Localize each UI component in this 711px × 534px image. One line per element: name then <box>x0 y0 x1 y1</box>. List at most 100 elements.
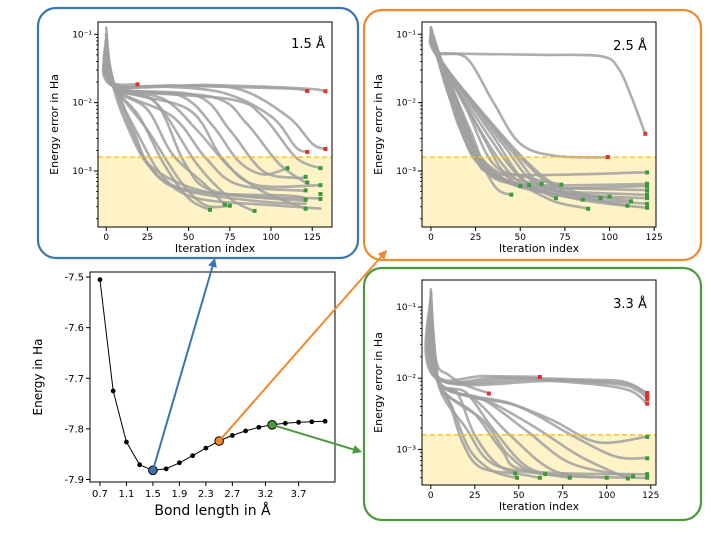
inset-axes-frame <box>421 21 657 228</box>
trace-end-marker <box>645 184 650 189</box>
trace-end-marker <box>305 88 310 93</box>
trace-end-marker <box>515 475 520 480</box>
inset-y-tick-label: 10⁻² <box>396 99 416 109</box>
inset-axes-frame <box>97 21 333 228</box>
energy-point <box>229 433 235 438</box>
inset-x-tick-label: 25 <box>142 233 153 243</box>
main-y-tick-label: -7.6 <box>64 323 84 334</box>
energy-point <box>322 418 328 424</box>
inset-y-tick-label: 10⁻¹ <box>396 30 416 40</box>
main-x-tick-label: 1.9 <box>171 489 187 500</box>
connector-arrow-line <box>271 423 354 451</box>
connector-arrow-line <box>218 256 382 442</box>
trace-end-marker <box>303 197 308 202</box>
inset-x-tick-label: 50 <box>515 233 527 243</box>
inset-plot-1-5: 0 25 50 75 100 125 10⁻¹ 10⁻² 10⁻³ Iteration index… <box>48 21 333 255</box>
trace-end-marker <box>645 397 650 402</box>
trace-end-marker <box>537 375 542 380</box>
trace-end-marker <box>323 146 328 151</box>
trace-end-marker <box>305 180 310 185</box>
connector-arrowhead <box>352 445 362 454</box>
trace-end-marker <box>553 196 558 201</box>
inset-x-tick-label: 0 <box>103 233 109 243</box>
inset-axes-frame <box>421 279 657 486</box>
convergence-trace <box>424 291 649 406</box>
main-x-tick-label: 1.1 <box>118 489 134 500</box>
trace-end-marker <box>513 471 518 476</box>
convergence-trace <box>104 46 307 203</box>
inset-x-tick-label: 0 <box>428 233 434 243</box>
inset-y-tick-label: 10⁻¹ <box>72 30 92 40</box>
inset-frame-2-5 <box>362 8 703 262</box>
main-x-tick-label: 1.5 <box>145 489 161 500</box>
main-y-tick-label: -7.7 <box>64 374 84 385</box>
trace-end-marker <box>645 472 650 477</box>
trace-end-marker <box>643 131 648 136</box>
energy-point <box>176 460 182 466</box>
connector-arrowhead <box>208 258 217 268</box>
connector-arrows <box>151 250 387 471</box>
energy-point <box>137 462 143 468</box>
inset-x-tick-label: 125 <box>646 233 663 243</box>
trace-end-marker <box>318 196 323 201</box>
main-x-axis-label: Bond length in Å <box>154 502 271 519</box>
convergence-trace <box>427 291 649 460</box>
trace-end-marker <box>645 170 650 175</box>
trace-end-marker <box>227 203 232 208</box>
inset-x-axis-label: Iteration index <box>499 500 580 513</box>
inset-y-tick-label: 10⁻³ <box>72 167 92 177</box>
inset-x-tick-label: 25 <box>470 233 481 243</box>
inset-x-tick-label: 75 <box>557 491 568 501</box>
inset-y-axis-label: Energy error in Ha <box>372 74 385 175</box>
main-x-tick-label: 3.2 <box>258 489 274 500</box>
trace-end-marker <box>645 192 650 197</box>
inset-plot-3-3: 0 25 50 75 100 125 10⁻¹ 10⁻² 10⁻³ Iteration index… <box>372 279 659 513</box>
trace-end-marker <box>607 194 612 199</box>
connector-arrow-line <box>151 266 214 471</box>
trace-end-marker <box>631 474 636 479</box>
inset-bond-length-label: 3.3 Å <box>613 296 647 312</box>
trace-end-marker <box>580 197 585 202</box>
convergence-trace <box>101 46 322 170</box>
trace-end-marker <box>518 184 523 189</box>
inset-bond-length-label: 2.5 Å <box>613 38 647 54</box>
trace-end-marker <box>323 89 328 94</box>
trace-end-marker <box>645 394 650 399</box>
trace-end-marker <box>645 205 650 210</box>
energy-point <box>190 453 196 459</box>
inset-plot-2-5: 0 25 50 75 100 125 10⁻¹ 10⁻² 10⁻³ Iteration index… <box>372 21 663 255</box>
trace-end-marker <box>303 188 308 193</box>
main-x-tick-label: 0.7 <box>92 489 108 500</box>
inset-x-tick-label: 50 <box>513 491 525 501</box>
inset-y-tick-label: 10⁻³ <box>396 445 416 455</box>
trace-end-marker <box>135 82 140 87</box>
trace-end-marker <box>252 208 257 213</box>
inset-x-tick-label: 100 <box>598 491 615 501</box>
inset-frame-1-5 <box>36 6 360 260</box>
inset-x-tick-label: 25 <box>469 491 480 501</box>
connector-arrowhead <box>377 250 387 260</box>
trace-end-marker <box>318 192 323 197</box>
main-y-tick-label: -7.9 <box>64 475 84 486</box>
trace-end-marker <box>208 207 213 212</box>
energy-point <box>97 277 103 282</box>
convergence-trace <box>428 33 633 203</box>
inset-x-axis-label: Iteration index <box>175 242 256 255</box>
main-axes-frame <box>89 271 336 483</box>
convergence-trace <box>429 298 542 382</box>
energy-point <box>309 419 315 425</box>
energy-point <box>163 466 169 472</box>
energy-point <box>296 419 301 425</box>
trace-end-marker <box>559 182 564 187</box>
energy-point <box>256 424 262 430</box>
trace-end-marker <box>645 456 650 461</box>
trace-end-marker <box>645 475 650 480</box>
trace-end-marker <box>645 188 650 193</box>
inset-y-axis-label: Energy error in Ha <box>48 74 61 175</box>
inset-x-tick-label: 100 <box>601 233 618 243</box>
trace-end-marker <box>598 196 603 201</box>
energy-point <box>124 439 129 445</box>
trace-end-marker <box>645 391 650 396</box>
main-x-tick-label: 3.7 <box>291 489 307 500</box>
inset-x-tick-label: 75 <box>224 233 235 243</box>
